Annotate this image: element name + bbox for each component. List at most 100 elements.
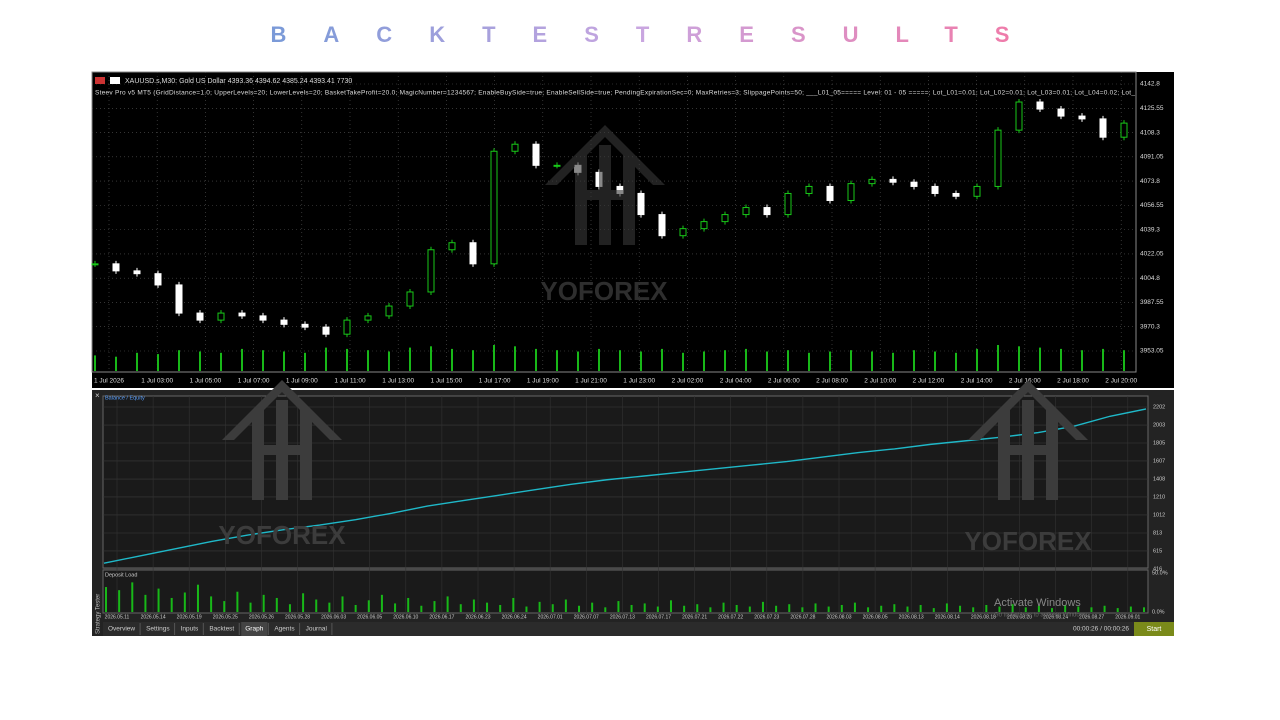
price-label: 3987.55: [1140, 299, 1164, 306]
volume-bar: [1018, 346, 1020, 371]
candle: [511, 143, 519, 152]
load-bar: [972, 607, 975, 612]
tab[interactable]: Graph: [245, 626, 263, 633]
volume-bar: [346, 348, 348, 371]
load-bar: [1024, 607, 1027, 612]
load-bar: [499, 604, 502, 612]
load-bar: [551, 604, 554, 612]
price-label: 4004.8: [1140, 275, 1160, 282]
candle: [154, 273, 162, 286]
date-label: 2026.06.23: [465, 614, 490, 620]
symbol-line: XAUUSD.s,M30: Gold US Dollar 4393.36 439…: [125, 78, 352, 85]
tab[interactable]: Journal: [306, 626, 328, 633]
time-label: 1 Jul 05:00: [189, 378, 221, 385]
time-label: 2 Jul 20:00: [1105, 378, 1137, 385]
load-bar: [1037, 605, 1040, 612]
load-bar: [183, 592, 186, 612]
price-label: 4091.05: [1140, 154, 1164, 161]
tab[interactable]: Agents: [274, 626, 295, 633]
volume-bar: [556, 350, 558, 371]
tab[interactable]: Inputs: [181, 626, 199, 633]
date-label: 2026.07.13: [610, 614, 635, 620]
volume-bar: [94, 355, 96, 371]
date-label: 2026.05.19: [177, 614, 202, 620]
volume-bar: [871, 351, 873, 371]
candle: [385, 305, 393, 317]
time-label: 1 Jul 07:00: [238, 378, 270, 385]
time-label: 2 Jul 08:00: [816, 378, 848, 385]
candle: [868, 178, 876, 185]
candle: [910, 181, 918, 187]
time-label: 1 Jul 21:00: [575, 378, 607, 385]
date-label: 2026.07.28: [790, 614, 815, 620]
load-bar: [906, 606, 909, 612]
volume-bar: [388, 351, 390, 371]
candle: [532, 143, 540, 166]
volume-bar: [598, 348, 600, 371]
load-bar: [959, 605, 962, 612]
date-label: 2026.07.23: [754, 614, 779, 620]
volume-bar: [892, 352, 894, 371]
load-bar: [328, 602, 331, 612]
candle: [889, 178, 897, 183]
volume-bar: [283, 351, 285, 371]
volume-bar: [661, 348, 663, 371]
volume-bar: [1123, 350, 1125, 371]
candle: [721, 214, 729, 223]
balance-tick-label: 1805: [1153, 440, 1165, 446]
date-label: 2026.06.17: [429, 614, 454, 620]
candle: [364, 315, 372, 321]
tab[interactable]: Overview: [108, 626, 135, 633]
load-bar: [118, 590, 121, 612]
time-label: 2 Jul 14:00: [961, 378, 993, 385]
balance-tick-label: 615: [1153, 548, 1162, 554]
volume-bar: [745, 348, 747, 371]
close-icon[interactable]: ×: [95, 391, 100, 400]
date-label: 2026.08.05: [863, 614, 888, 620]
candle: [490, 150, 498, 265]
volume-bar: [493, 345, 495, 371]
candle: [931, 185, 939, 194]
candle: [469, 242, 477, 265]
tab[interactable]: Backtest: [209, 626, 234, 633]
date-label: 2026.07.21: [682, 614, 707, 620]
active-tab: [241, 622, 268, 636]
start-label[interactable]: Start: [1147, 626, 1162, 633]
date-label: 2026.08.20: [1007, 614, 1032, 620]
time-label: 2 Jul 18:00: [1057, 378, 1089, 385]
watermark-text: YOFOREX: [540, 276, 668, 306]
time-label: 2 Jul 06:00: [768, 378, 800, 385]
load-bar: [367, 600, 370, 612]
candle: [133, 270, 141, 275]
load-bar: [1090, 607, 1093, 612]
load-bar: [538, 601, 541, 612]
candle: [658, 214, 666, 237]
candle: [1120, 122, 1128, 138]
load-bar: [814, 603, 817, 612]
volume-bar: [934, 351, 936, 371]
volume-bar: [304, 352, 306, 371]
load-bar: [696, 604, 699, 612]
load-bar: [446, 596, 449, 612]
balance-tick-label: 813: [1153, 530, 1162, 536]
date-label: 2026.06.03: [321, 614, 346, 620]
load-bar: [656, 606, 659, 612]
load-bar: [985, 604, 988, 612]
load-bar: [867, 607, 870, 612]
start-button[interactable]: [1134, 622, 1174, 636]
date-label: 2026.08.14: [935, 614, 960, 620]
load-bar: [262, 594, 265, 612]
candle: [1078, 115, 1086, 120]
tab[interactable]: Settings: [146, 626, 170, 633]
date-label: 2026.05.28: [285, 614, 310, 620]
load-bar: [630, 604, 633, 612]
candle: [238, 312, 246, 317]
time-label: 1 Jul 17:00: [479, 378, 511, 385]
load-tick-label: 0.0%: [1152, 609, 1165, 615]
time-label: 1 Jul 15:00: [430, 378, 462, 385]
candle: [1099, 118, 1107, 138]
load-bar: [407, 597, 410, 612]
load-bar: [105, 587, 107, 612]
load-bar: [1077, 606, 1080, 612]
